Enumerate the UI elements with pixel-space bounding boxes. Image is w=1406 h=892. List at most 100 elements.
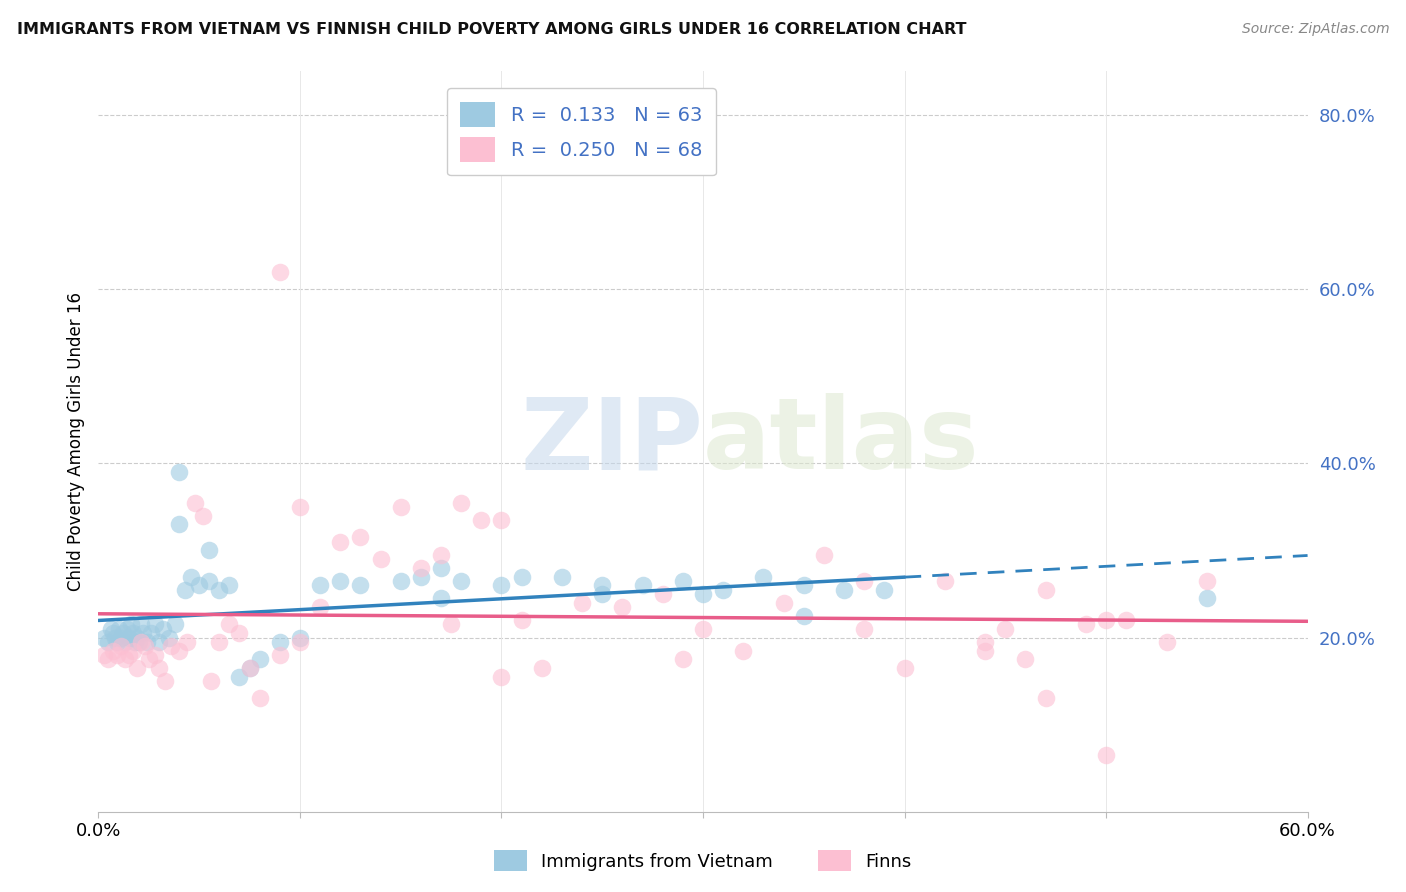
Point <box>551 569 574 583</box>
Point <box>249 652 271 666</box>
Text: IMMIGRANTS FROM VIETNAM VS FINNISH CHILD POVERTY AMONG GIRLS UNDER 16 CORRELATIO: IMMIGRANTS FROM VIETNAM VS FINNISH CHILD… <box>17 22 966 37</box>
Point <box>143 648 166 662</box>
Y-axis label: Child Poverty Among Girls Under 16: Child Poverty Among Girls Under 16 <box>66 292 84 591</box>
Point <box>288 631 311 645</box>
Point <box>163 617 186 632</box>
Point <box>893 661 915 675</box>
Point <box>853 574 876 588</box>
Point <box>349 530 371 544</box>
Point <box>97 652 120 666</box>
Point <box>114 652 136 666</box>
Point <box>198 574 221 588</box>
Point <box>157 631 180 645</box>
Text: Source: ZipAtlas.com: Source: ZipAtlas.com <box>1241 22 1389 37</box>
Point <box>631 578 654 592</box>
Point <box>208 582 231 597</box>
Point <box>873 582 896 597</box>
Point <box>129 635 152 649</box>
Point <box>692 587 714 601</box>
Point <box>470 513 492 527</box>
Point <box>813 548 835 562</box>
Point <box>672 574 695 588</box>
Point <box>184 495 207 509</box>
Point <box>167 643 190 657</box>
Point <box>124 635 146 649</box>
Point <box>772 596 794 610</box>
Point <box>409 561 432 575</box>
Point <box>138 652 160 666</box>
Point <box>409 569 432 583</box>
Point <box>309 578 332 592</box>
Point <box>148 661 170 675</box>
Point <box>1014 652 1036 666</box>
Point <box>269 265 291 279</box>
Point <box>93 648 115 662</box>
Point <box>733 643 755 657</box>
Point <box>1195 574 1218 588</box>
Point <box>218 617 240 632</box>
Point <box>329 534 352 549</box>
Point <box>329 574 352 588</box>
Point <box>121 643 143 657</box>
Point <box>93 631 115 645</box>
Point <box>591 578 613 592</box>
Point <box>167 517 190 532</box>
Point <box>510 569 533 583</box>
Point <box>100 622 122 636</box>
Point <box>994 622 1017 636</box>
Point <box>167 465 190 479</box>
Point <box>370 552 392 566</box>
Point <box>510 613 533 627</box>
Point <box>1115 613 1137 627</box>
Point <box>228 670 250 684</box>
Point <box>1035 691 1057 706</box>
Point <box>160 639 183 653</box>
Point <box>239 661 262 675</box>
Point <box>128 635 150 649</box>
Point <box>440 617 463 632</box>
Point <box>249 691 271 706</box>
Point <box>793 608 815 623</box>
Legend: Immigrants from Vietnam, Finns: Immigrants from Vietnam, Finns <box>488 843 918 879</box>
Point <box>118 648 141 662</box>
Point <box>430 561 453 575</box>
Point <box>793 578 815 592</box>
Point <box>114 635 136 649</box>
Point <box>105 635 128 649</box>
Point <box>101 643 124 657</box>
Point <box>153 674 176 689</box>
Point <box>934 574 956 588</box>
Point <box>188 578 211 592</box>
Point <box>752 569 775 583</box>
Point <box>111 626 134 640</box>
Point <box>208 635 231 649</box>
Legend: R =  0.133   N = 63, R =  0.250   N = 68: R = 0.133 N = 63, R = 0.250 N = 68 <box>447 88 716 176</box>
Point <box>1035 582 1057 597</box>
Point <box>125 631 148 645</box>
Point <box>118 631 141 645</box>
Point <box>152 622 174 636</box>
Text: atlas: atlas <box>703 393 980 490</box>
Point <box>430 548 453 562</box>
Point <box>491 670 513 684</box>
Point <box>135 635 157 649</box>
Point <box>450 574 472 588</box>
Point <box>107 622 129 636</box>
Point <box>288 635 311 649</box>
Point <box>176 635 198 649</box>
Point <box>115 622 138 636</box>
Point <box>110 631 132 645</box>
Point <box>134 639 156 653</box>
Point <box>139 626 162 640</box>
Point <box>1195 591 1218 606</box>
Point <box>571 596 593 610</box>
Point <box>389 574 412 588</box>
Point <box>120 617 142 632</box>
Point <box>239 661 262 675</box>
Point <box>672 652 695 666</box>
Point <box>1095 613 1118 627</box>
Point <box>269 635 291 649</box>
Text: ZIP: ZIP <box>520 393 703 490</box>
Point <box>218 578 240 592</box>
Point <box>1074 617 1097 632</box>
